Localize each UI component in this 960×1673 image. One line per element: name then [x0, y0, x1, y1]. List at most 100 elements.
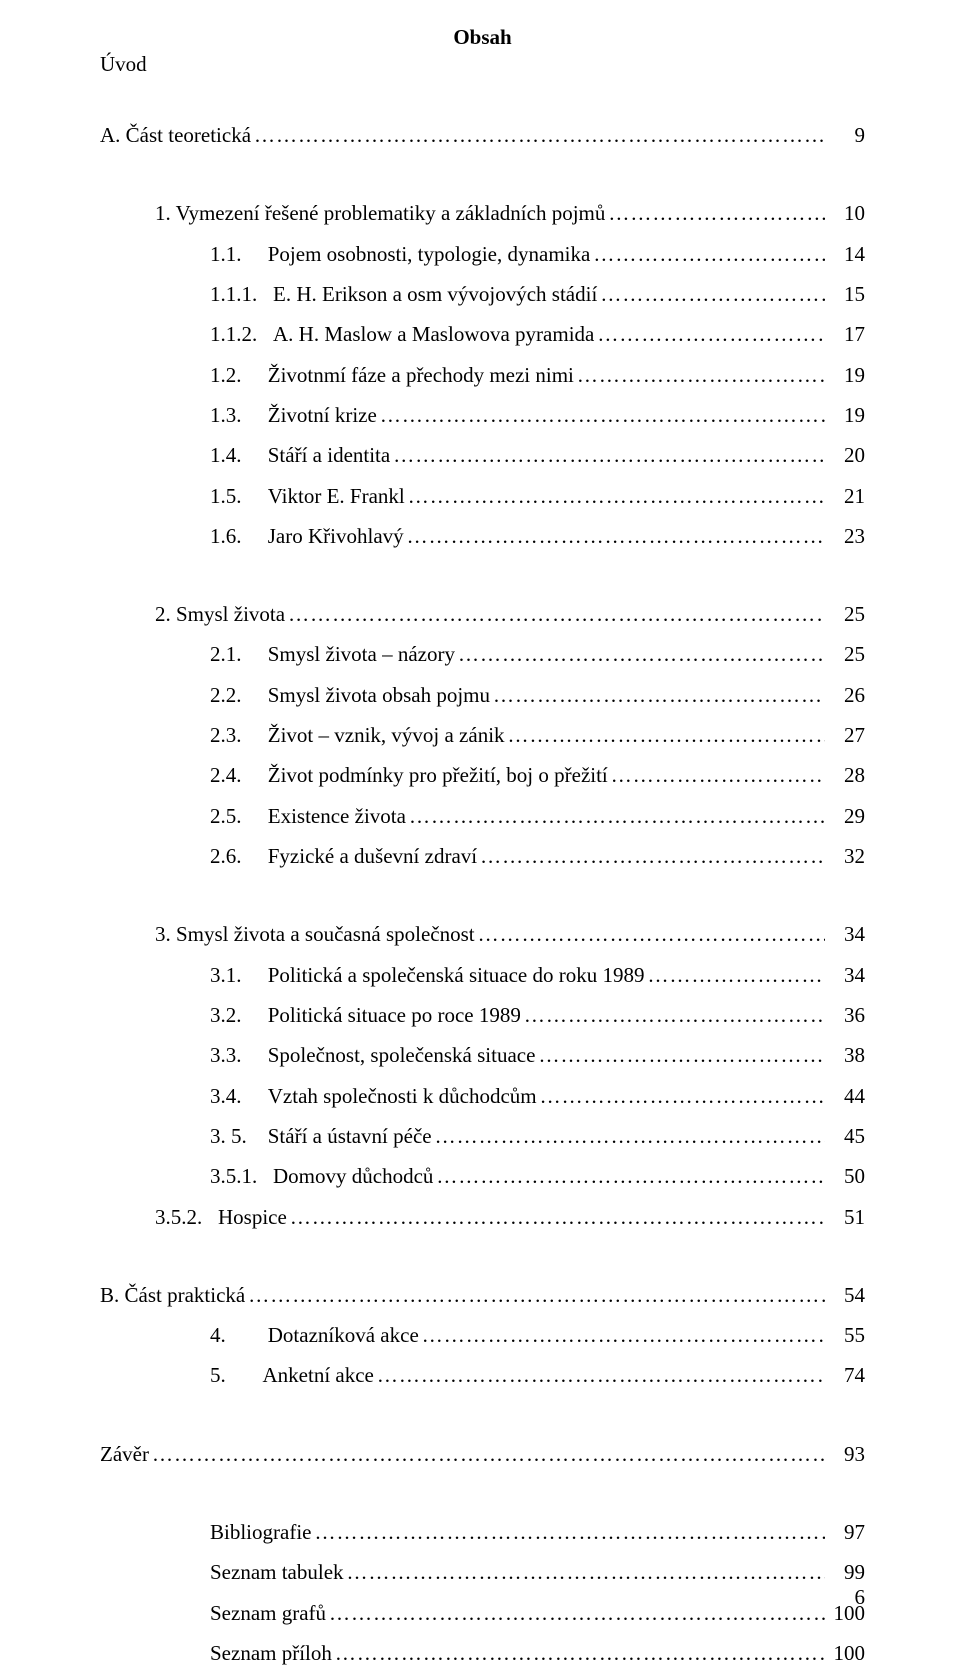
toc-entry-label: A. Část teoretická: [100, 115, 251, 155]
toc-entry-page: 15: [825, 274, 865, 314]
toc-gap: [100, 155, 865, 193]
toc-leader-dots: [521, 995, 825, 1035]
toc-leader-dots: [285, 594, 825, 634]
toc-entry: 1.3. Životní krize19: [100, 395, 865, 435]
toc-leader-dots: [311, 1512, 825, 1552]
page-title: Obsah: [100, 25, 865, 50]
toc-leader-dots: [490, 675, 825, 715]
toc-entry-label: 1.6. Jaro Křivohlavý: [210, 516, 404, 556]
toc-entry-label: 2.4. Život podmínky pro přežití, boj o p…: [210, 755, 608, 795]
toc-leader-dots: [332, 1633, 825, 1673]
toc-entry: Seznam tabulek99: [100, 1552, 865, 1592]
toc-entry-page: 97: [825, 1512, 865, 1552]
toc-entry-page: 44: [825, 1076, 865, 1116]
toc-entry-page: 14: [825, 234, 865, 274]
toc-gap: [100, 876, 865, 914]
toc-entry-label: 2. Smysl života: [155, 594, 285, 634]
toc-entry-page: 17: [825, 314, 865, 354]
toc-entry: 2.2. Smysl života obsah pojmu 26: [100, 675, 865, 715]
toc-leader-dots: [505, 715, 825, 755]
toc-entry-label: 1.5. Viktor E. Frankl: [210, 476, 405, 516]
toc-entry-page: 74: [825, 1355, 865, 1395]
toc-leader-dots: [377, 395, 825, 435]
toc-leader-dots: [245, 1275, 825, 1315]
toc-entry-page: 20: [825, 435, 865, 475]
toc-entry-label: 1.1.2. A. H. Maslow a Maslowova pyramida: [210, 314, 594, 354]
toc-entry: 5. Anketní akce 74: [100, 1355, 865, 1395]
toc-entry: 1.4. Stáří a identita20: [100, 435, 865, 475]
toc-leader-dots: [406, 796, 825, 836]
toc-entry-label: 3.4. Vztah společnosti k důchodcům: [210, 1076, 537, 1116]
toc-leader-dots: [537, 1076, 825, 1116]
toc-entry-label: 3. 5. Stáří a ústavní péče: [210, 1116, 432, 1156]
table-of-contents: A. Část teoretická 9 1. Vymezení řešené pr…: [100, 115, 865, 1673]
toc-entry-label: 1.1. Pojem osobnosti, typologie, dynamik…: [210, 234, 590, 274]
toc-entry-label: 4. Dotazníková akce: [210, 1315, 419, 1355]
toc-entry: Seznam příloh 100: [100, 1633, 865, 1673]
toc-entry: 2. Smysl života25: [100, 594, 865, 634]
toc-entry: 3.5.1. Domovy důchodců50: [100, 1156, 865, 1196]
toc-entry: Závěr93: [100, 1434, 865, 1474]
toc-entry-page: 29: [825, 796, 865, 836]
toc-entry: 3.1. Politická a společenská situace do …: [100, 955, 865, 995]
toc-gap: [100, 556, 865, 594]
toc-entry-label: Seznam příloh: [210, 1633, 332, 1673]
toc-entry: 3.3. Společnost, společenská situace 38: [100, 1035, 865, 1075]
toc-leader-dots: [455, 634, 825, 674]
toc-entry: B. Část praktická54: [100, 1275, 865, 1315]
toc-entry: 2.6. Fyzické a duševní zdraví32: [100, 836, 865, 876]
toc-entry-label: 3. Smysl života a současná společnost: [155, 914, 475, 954]
toc-entry-page: 19: [825, 355, 865, 395]
toc-entry-label: 2.5. Existence života: [210, 796, 406, 836]
toc-entry-label: 3.5.1. Domovy důchodců: [210, 1156, 433, 1196]
toc-entry: 2.5. Existence života 29: [100, 796, 865, 836]
toc-entry-label: 5. Anketní akce: [210, 1355, 374, 1395]
toc-leader-dots: [287, 1197, 825, 1237]
toc-entry: 3.4. Vztah společnosti k důchodcům 44: [100, 1076, 865, 1116]
toc-entry-page: 34: [825, 914, 865, 954]
toc-leader-dots: [149, 1434, 825, 1474]
document-page: Obsah Úvod A. Část teoretická91. Vymezen…: [0, 0, 960, 1650]
page-number: 6: [855, 1585, 866, 1610]
toc-entry-page: 38: [825, 1035, 865, 1075]
toc-leader-dots: [432, 1116, 825, 1156]
toc-leader-dots: [594, 314, 825, 354]
toc-entry: 3. 5. Stáří a ústavní péče45: [100, 1116, 865, 1156]
toc-leader-dots: [433, 1156, 825, 1196]
toc-entry-page: 10: [825, 193, 865, 233]
toc-entry: A. Část teoretická 9: [100, 115, 865, 155]
toc-leader-dots: [475, 914, 825, 954]
toc-leader-dots: [608, 755, 825, 795]
toc-entry: 2.1. Smysl života – názory25: [100, 634, 865, 674]
toc-entry-page: 51: [825, 1197, 865, 1237]
toc-entry-page: 100: [825, 1633, 865, 1673]
toc-entry-page: 9: [825, 115, 865, 155]
toc-entry: 1.1. Pojem osobnosti, typologie, dynamik…: [100, 234, 865, 274]
toc-entry-label: Seznam grafů: [210, 1593, 326, 1633]
toc-entry-label: Seznam tabulek: [210, 1552, 344, 1592]
toc-gap: [100, 1396, 865, 1434]
toc-entry: 4. Dotazníková akce 55: [100, 1315, 865, 1355]
toc-entry-label: 1.3. Životní krize: [210, 395, 377, 435]
toc-entry-page: 26: [825, 675, 865, 715]
toc-entry-label: 2.2. Smysl života obsah pojmu: [210, 675, 490, 715]
toc-entry-page: 21: [825, 476, 865, 516]
toc-gap: [100, 1237, 865, 1275]
toc-entry: 1.2. Životnmí fáze a přechody mezi nimi 1…: [100, 355, 865, 395]
toc-entry-page: 55: [825, 1315, 865, 1355]
toc-leader-dots: [405, 476, 825, 516]
toc-entry-label: Závěr: [100, 1434, 149, 1474]
toc-leader-dots: [535, 1035, 825, 1075]
toc-leader-dots: [251, 115, 825, 155]
toc-entry-page: 54: [825, 1275, 865, 1315]
toc-entry-label: 3.5.2. Hospice: [155, 1197, 287, 1237]
toc-entry: 2.3. Život – vznik, vývoj a zánik27: [100, 715, 865, 755]
toc-entry-page: 34: [825, 955, 865, 995]
toc-entry-label: 1. Vymezení řešené problematiky a základ…: [155, 193, 605, 233]
toc-entry: 2.4. Život podmínky pro přežití, boj o p…: [100, 755, 865, 795]
toc-entry-label: 1.2. Životnmí fáze a přechody mezi nimi: [210, 355, 574, 395]
toc-entry-label: 1.1.1. E. H. Erikson a osm vývojových st…: [210, 274, 597, 314]
toc-leader-dots: [605, 193, 825, 233]
toc-entry-label: 3.3. Společnost, společenská situace: [210, 1035, 535, 1075]
toc-entry: 1.5. Viktor E. Frankl 21: [100, 476, 865, 516]
